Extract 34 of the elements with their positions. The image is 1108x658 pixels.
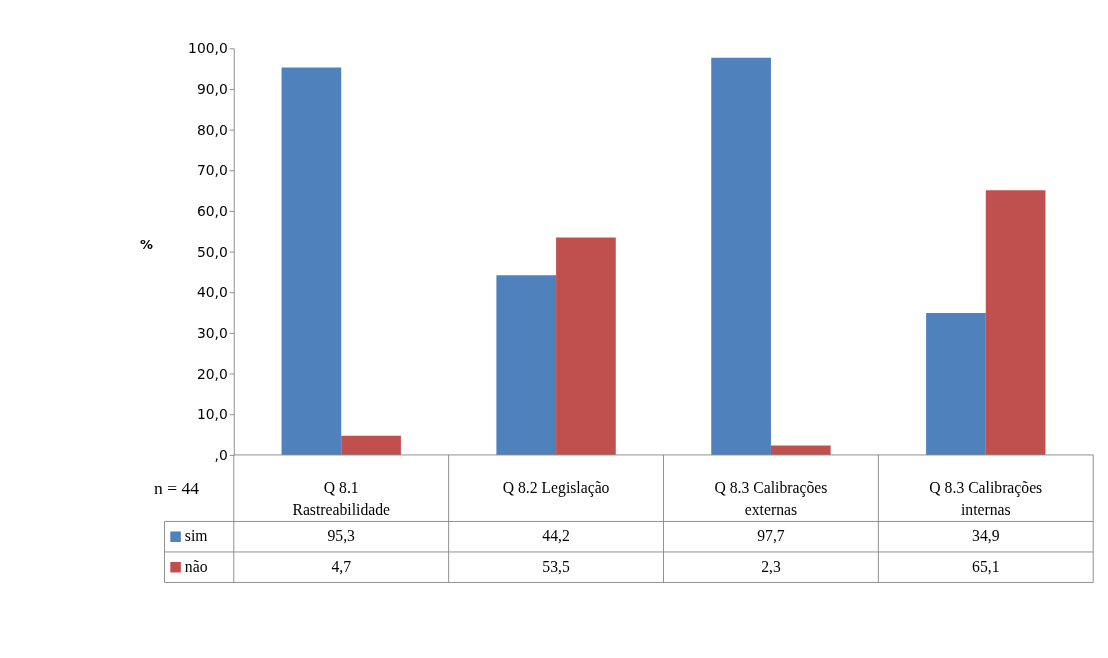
- y-tick-label: 10,0: [196, 406, 228, 423]
- y-tick-label: ,0: [214, 447, 228, 464]
- x-tick-label: Q 8.3 Calibrações externas: [714, 478, 828, 518]
- y-tick-label: 90,0: [196, 81, 228, 98]
- legend-label: sim: [184, 527, 208, 545]
- y-tick-label: 40,0: [196, 284, 228, 301]
- y-tick-label: 80,0: [196, 121, 228, 138]
- bar: [496, 275, 557, 455]
- text: n = 44: [154, 477, 200, 498]
- x-tick-label: Q 8.3 Calibrações internas: [929, 478, 1043, 518]
- y-tick-label: 50,0: [196, 243, 228, 260]
- y-tick-label: 20,0: [196, 365, 228, 382]
- bar: [711, 57, 771, 455]
- bar: [281, 67, 342, 455]
- data-label: 97,7: [757, 527, 785, 545]
- y-tick-label: 70,0: [196, 162, 228, 179]
- bar: [556, 237, 616, 455]
- bar: [926, 313, 986, 455]
- data-label: 34,9: [972, 527, 1000, 545]
- x-tick-label: Q 8.2 Legislação: [502, 478, 610, 497]
- data-label: 53,5: [542, 557, 570, 575]
- data-label: 65,1: [972, 557, 1000, 575]
- y-tick-label: 30,0: [196, 325, 228, 342]
- y-tick-label: 60,0: [196, 203, 228, 220]
- y-tick-label: 100,0: [188, 40, 228, 57]
- data-label: 4,7: [331, 557, 352, 575]
- legend-label: não: [184, 557, 208, 575]
- y-axis-title: %: [139, 237, 153, 253]
- bar: [985, 190, 1046, 455]
- data-label: 44,2: [542, 527, 570, 545]
- data-label: 2,3: [761, 557, 781, 575]
- bar: [341, 435, 401, 455]
- x-tick-label: Q 8.1 Rastreabilidade: [292, 478, 391, 518]
- data-label: 95,3: [327, 527, 356, 545]
